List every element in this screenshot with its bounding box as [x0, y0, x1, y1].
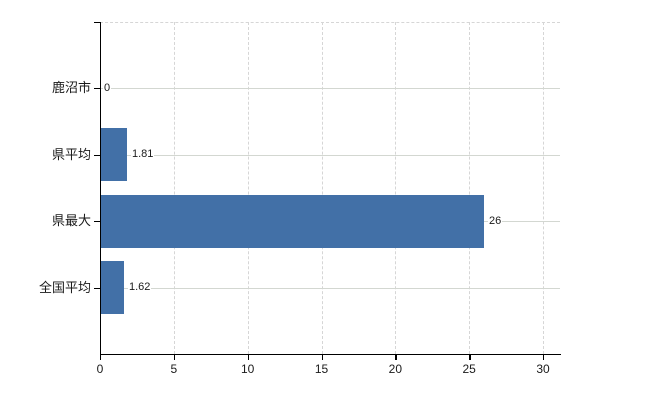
y-axis-tick: [94, 154, 100, 156]
category-label: 全国平均: [38, 279, 91, 295]
x-axis-tick: [543, 354, 545, 360]
x-axis-tick: [321, 354, 323, 360]
x-tick-label: 5: [170, 362, 178, 376]
bar-value-label: 26: [488, 214, 503, 228]
category-label: 県最大: [51, 213, 91, 228]
gridline-horizontal: [100, 88, 560, 89]
x-tick-label: 25: [462, 362, 476, 376]
bar-value-label: 1.81: [131, 148, 155, 161]
x-tick-label: 10: [240, 362, 255, 376]
gridline-vertical: [395, 22, 397, 354]
gridline-vertical: [173, 22, 175, 354]
gridline-vertical: [469, 22, 471, 354]
x-axis-tick: [395, 354, 397, 360]
x-axis-line: [100, 354, 561, 356]
x-tick-label: 15: [314, 362, 329, 376]
y-axis-tick: [94, 221, 100, 223]
y-axis-tick: [94, 287, 100, 289]
x-axis-tick: [173, 354, 176, 360]
y-axis-tick: [94, 88, 100, 90]
x-tick-label: 30: [536, 362, 550, 376]
bar-value-label: 0: [103, 81, 112, 95]
bar-value-label: 1.62: [128, 281, 152, 294]
gridline-vertical: [247, 22, 249, 354]
bar-2: [100, 128, 127, 181]
gridline-top-boundary: [100, 22, 560, 23]
gridline-vertical: [543, 22, 544, 354]
y-axis-edge-tick: [94, 22, 100, 24]
x-axis-tick: [469, 354, 471, 360]
x-tick-label: 20: [388, 362, 402, 376]
x-axis-tick: [100, 354, 102, 360]
bar-4: [100, 261, 124, 314]
bar-3: [100, 194, 484, 248]
category-label: 鹿沼市: [51, 80, 91, 95]
gridline-vertical: [321, 22, 323, 354]
y-axis-line: [100, 22, 102, 355]
category-label: 県平均: [51, 146, 91, 162]
x-tick-label: 0: [96, 362, 104, 376]
gridline-horizontal: [100, 154, 560, 156]
x-axis-tick: [247, 354, 250, 360]
gridline-horizontal: [100, 287, 560, 289]
